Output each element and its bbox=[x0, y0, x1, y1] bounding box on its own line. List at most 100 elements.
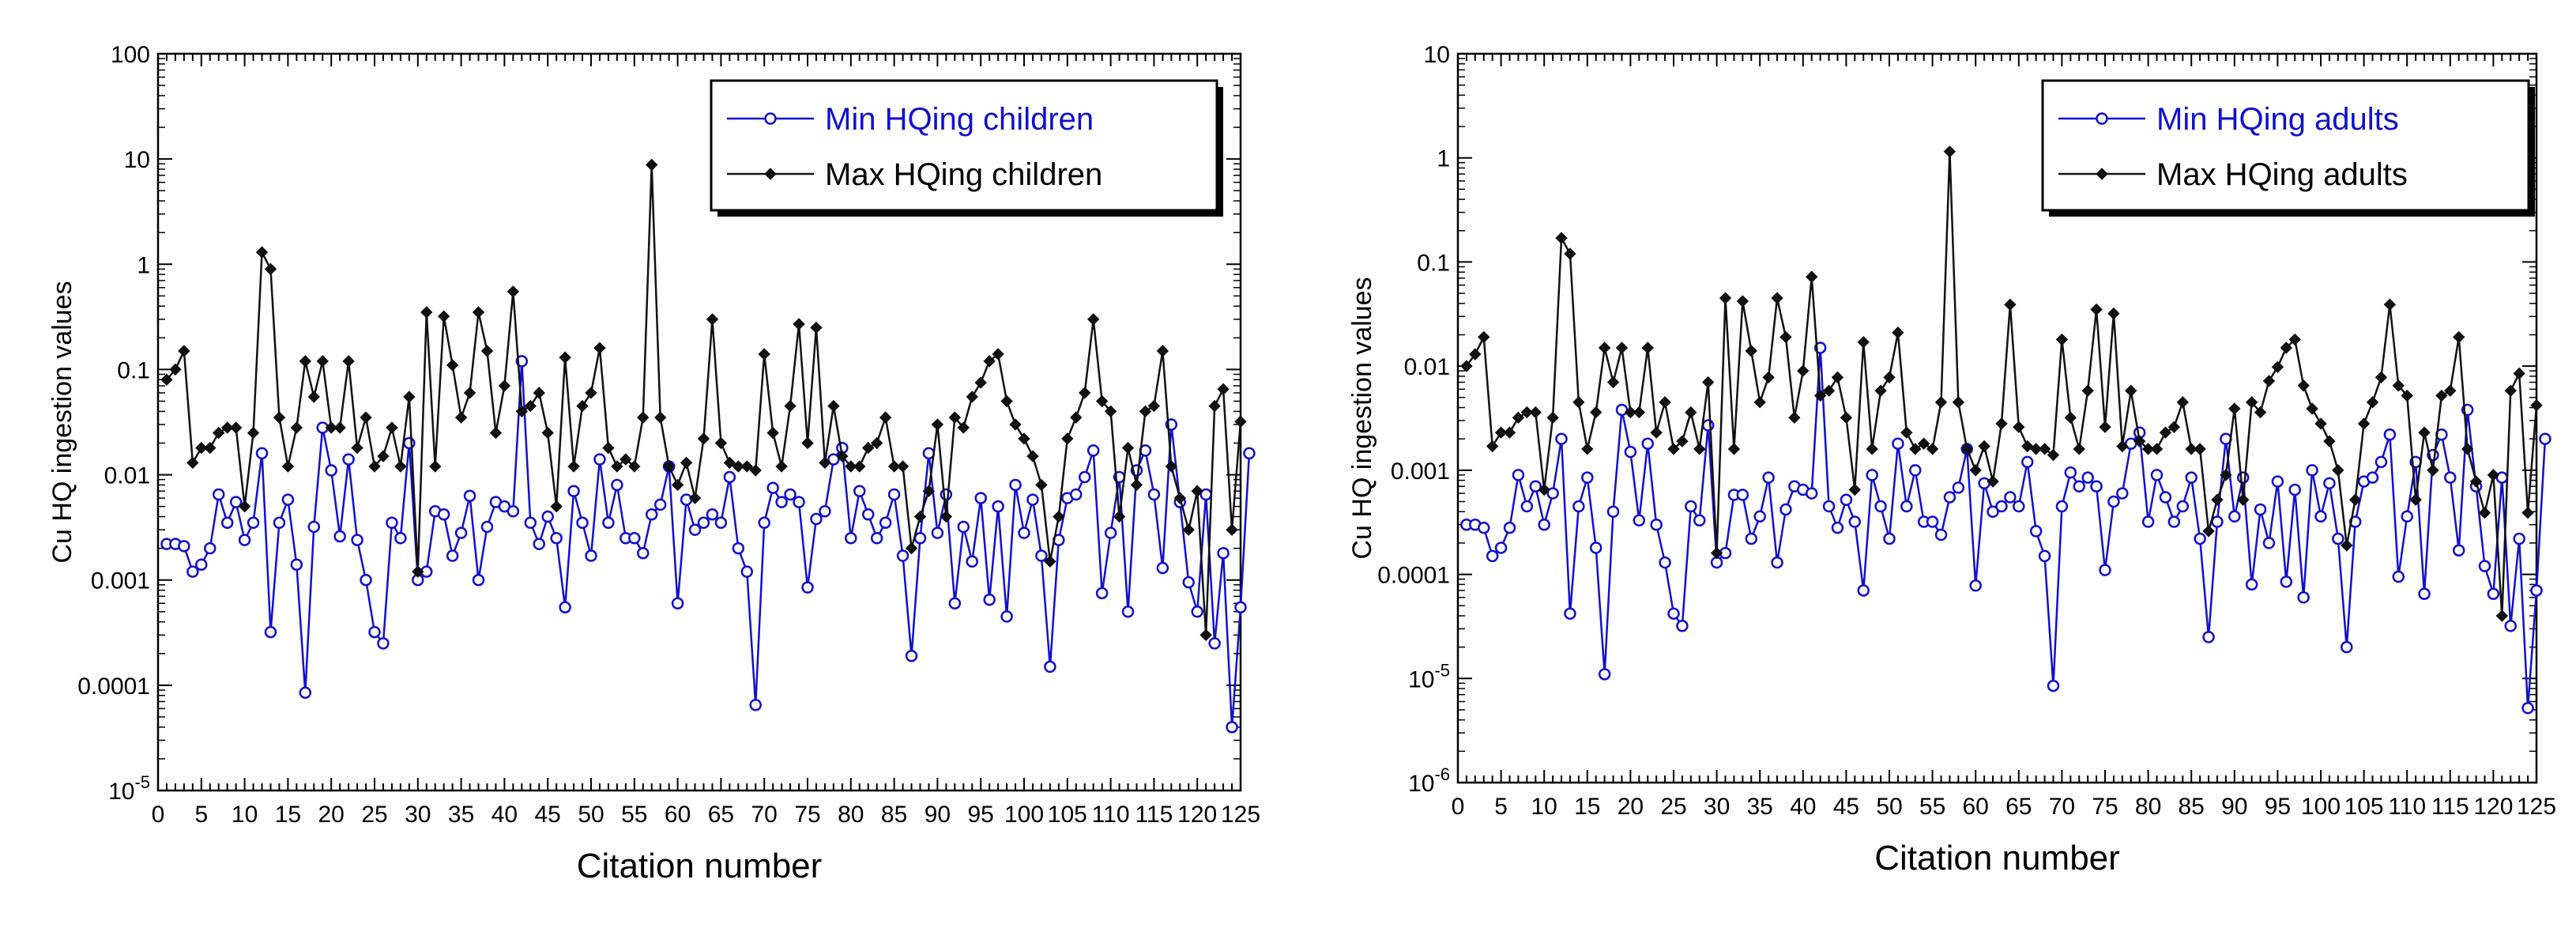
data-point-max bbox=[2513, 367, 2525, 380]
data-point-max bbox=[1693, 443, 1706, 455]
data-point-min bbox=[2401, 510, 2413, 523]
data-point-min bbox=[2366, 471, 2379, 484]
data-point-min bbox=[645, 508, 658, 521]
data-point-max bbox=[472, 306, 485, 319]
data-point-min bbox=[360, 573, 372, 587]
data-point-max bbox=[966, 391, 978, 403]
data-point-max bbox=[247, 426, 260, 440]
data-point-max bbox=[1745, 345, 1757, 357]
data-point-max bbox=[2306, 402, 2318, 415]
data-point-max bbox=[793, 318, 805, 330]
data-point-max bbox=[1572, 396, 1585, 409]
data-point-max bbox=[2487, 469, 2500, 481]
data-point-max bbox=[801, 436, 814, 450]
series-line-max bbox=[166, 164, 1242, 636]
data-point-max bbox=[437, 310, 450, 323]
x-tick-label: 50 bbox=[1876, 794, 1902, 820]
data-point-min bbox=[585, 549, 597, 562]
data-point-max bbox=[567, 460, 580, 473]
data-point-min bbox=[1035, 549, 1048, 562]
data-point-min bbox=[2487, 587, 2500, 600]
data-point-max bbox=[169, 363, 182, 376]
data-point-max bbox=[836, 450, 849, 462]
data-point-min bbox=[1745, 532, 1758, 545]
data-point-min bbox=[1969, 579, 1982, 592]
data-point-min bbox=[1147, 488, 1161, 501]
data-point-max bbox=[1883, 371, 1896, 384]
x-tick-label: 125 bbox=[1221, 802, 1260, 828]
y-tick-label: 0.1 bbox=[117, 357, 150, 383]
data-point-max bbox=[2176, 396, 2189, 409]
data-point-max bbox=[706, 313, 719, 326]
x-tick-label: 110 bbox=[2388, 794, 2426, 820]
data-point-min bbox=[377, 637, 390, 650]
data-point-max bbox=[1581, 443, 1594, 455]
x-tick-label: 5 bbox=[194, 802, 208, 828]
data-point-min bbox=[290, 558, 303, 572]
data-point-max bbox=[2288, 333, 2301, 346]
data-point-max bbox=[454, 411, 468, 424]
data-point-min bbox=[1000, 610, 1013, 623]
data-point-max bbox=[810, 321, 823, 334]
data-point-min bbox=[394, 531, 407, 545]
data-point-min bbox=[1503, 521, 1516, 534]
data-point-max bbox=[1234, 415, 1247, 428]
data-point-max bbox=[1494, 426, 1508, 439]
data-point-max bbox=[195, 441, 208, 455]
data-point-min bbox=[1650, 518, 1663, 531]
data-point-max bbox=[1667, 443, 1680, 455]
data-point-max bbox=[2332, 464, 2344, 477]
data-point-max bbox=[515, 405, 529, 418]
data-point-max bbox=[1529, 406, 1542, 419]
data-point-max bbox=[377, 450, 390, 462]
data-point-max bbox=[1650, 426, 1663, 439]
data-point-min bbox=[2141, 515, 2155, 528]
x-tick-label: 10 bbox=[1531, 794, 1557, 820]
data-point-min bbox=[1736, 489, 1749, 501]
data-point-max bbox=[342, 355, 355, 368]
data-point-min bbox=[2444, 471, 2457, 484]
data-point-max bbox=[2099, 421, 2111, 433]
data-point-min bbox=[2314, 510, 2327, 523]
x-tick-label: 55 bbox=[621, 802, 647, 828]
data-point-min bbox=[948, 597, 962, 610]
data-point-min bbox=[333, 530, 346, 543]
legend-label: Min HQing children bbox=[825, 102, 1094, 137]
x-tick-label: 20 bbox=[1618, 794, 1644, 820]
data-point-min bbox=[2539, 432, 2552, 445]
data-point-max bbox=[1995, 417, 2008, 430]
data-point-min bbox=[2185, 471, 2198, 484]
data-point-max bbox=[620, 453, 632, 466]
data-point-max bbox=[2116, 440, 2129, 453]
data-point-min bbox=[1538, 518, 1550, 531]
x-tick-label: 25 bbox=[1660, 794, 1686, 820]
data-point-max bbox=[1659, 396, 1671, 409]
data-point-max bbox=[1926, 443, 1939, 455]
data-point-max bbox=[507, 285, 520, 298]
data-point-min bbox=[1762, 471, 1775, 484]
x-tick-label: 10 bbox=[232, 802, 258, 828]
data-point-max bbox=[2047, 448, 2060, 462]
data-point-max bbox=[766, 426, 779, 440]
data-point-max bbox=[255, 246, 269, 258]
data-point-min bbox=[2530, 584, 2543, 597]
data-point-max bbox=[819, 456, 831, 470]
data-point-min bbox=[2176, 500, 2190, 513]
legend-label: Max HQing children bbox=[825, 157, 1102, 192]
data-point-max bbox=[1546, 411, 1559, 424]
data-point-max bbox=[533, 387, 545, 399]
data-point-max bbox=[827, 399, 840, 413]
data-point-min bbox=[637, 546, 650, 560]
y-tick-label: 100 bbox=[111, 42, 150, 68]
x-tick-label: 60 bbox=[665, 802, 691, 828]
data-point-min bbox=[723, 470, 736, 484]
x-tick-label: 80 bbox=[838, 802, 864, 828]
x-tick-label: 0 bbox=[1452, 794, 1465, 820]
x-tick-label: 5 bbox=[1494, 794, 1508, 820]
data-point-min bbox=[2280, 575, 2293, 588]
chart-adults: 0 5 10 15 20 25 30 35 40 45 50 55 60 65 70 75 80 85 90 95 10… bbox=[1347, 42, 2556, 877]
data-point-min bbox=[853, 485, 866, 497]
data-point-min bbox=[1494, 541, 1508, 554]
data-point-min bbox=[1701, 419, 1715, 432]
data-point-min bbox=[325, 464, 337, 477]
